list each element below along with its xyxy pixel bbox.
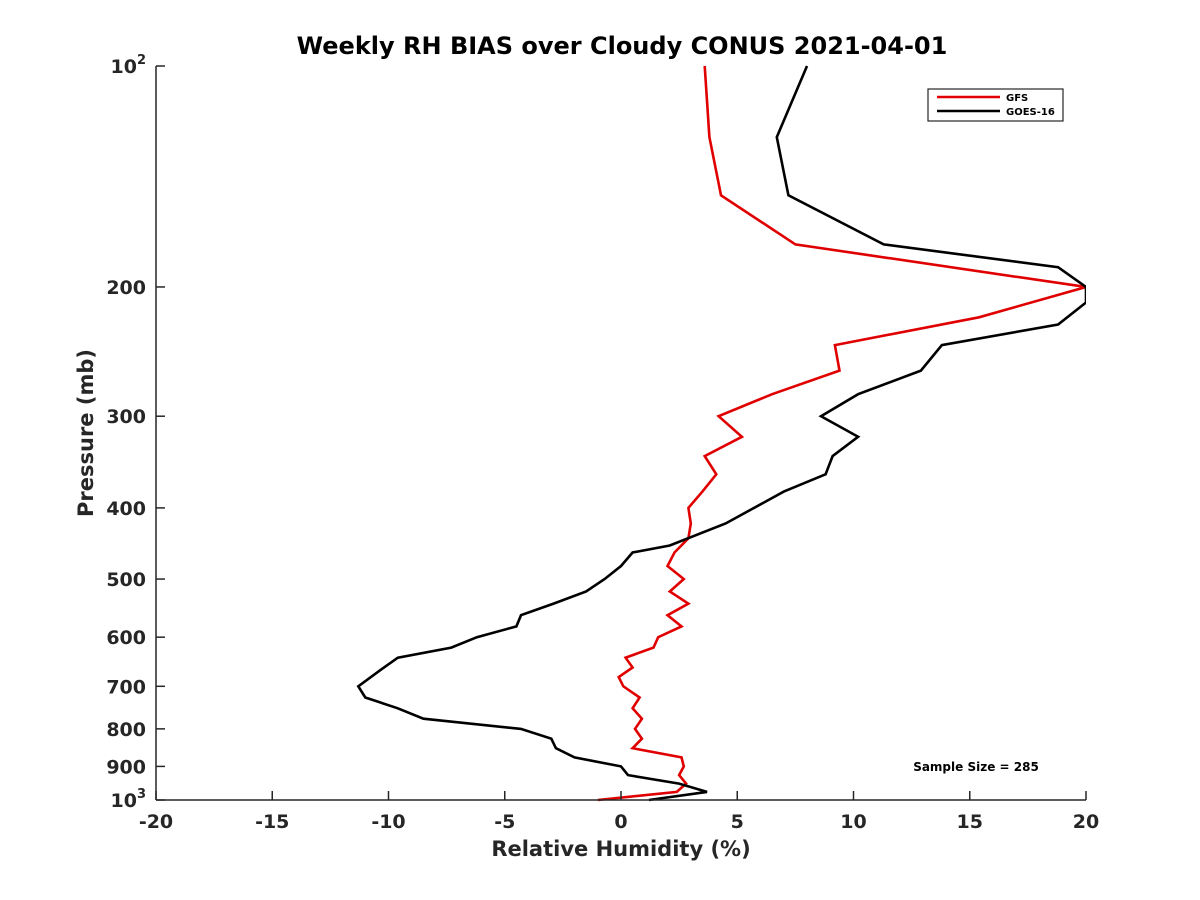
legend: GFS GOES-16 bbox=[927, 88, 1064, 122]
chart-title: Weekly RH BIAS over Cloudy CONUS 2021-04… bbox=[297, 32, 948, 60]
x-tick-label: 5 bbox=[731, 811, 744, 833]
y-tick-label: 102 bbox=[111, 53, 147, 78]
x-tick-label: -10 bbox=[371, 811, 405, 833]
x-tick-label: -20 bbox=[139, 811, 173, 833]
plot-area bbox=[156, 65, 1086, 802]
y-tick-label-base: 10 bbox=[111, 790, 137, 812]
y-tick-label: 900 bbox=[106, 756, 146, 778]
x-tick-label: -5 bbox=[494, 811, 515, 833]
y-tick-label-base: 10 bbox=[111, 56, 137, 78]
x-tick-label: 10 bbox=[840, 811, 866, 833]
y-axis-label: Pressure (mb) bbox=[74, 349, 98, 517]
y-tick-label: 500 bbox=[106, 569, 146, 591]
y-tick-label: 600 bbox=[106, 627, 146, 649]
legend-label-gfs: GFS bbox=[1006, 93, 1028, 104]
x-tick-label: 20 bbox=[1073, 811, 1099, 833]
x-axis-label: Relative Humidity (%) bbox=[491, 837, 750, 861]
x-tick-label: -15 bbox=[255, 811, 289, 833]
series-line-goes-16 bbox=[356, 65, 1086, 802]
series-layer bbox=[356, 65, 1086, 802]
legend-box bbox=[927, 88, 1064, 122]
y-tick-label: 400 bbox=[106, 498, 146, 520]
series-line-gfs bbox=[597, 65, 1086, 802]
y-tick-label: 200 bbox=[106, 277, 146, 299]
plot-background bbox=[156, 66, 1086, 800]
y-tick-label: 800 bbox=[106, 719, 146, 741]
x-tick-label: 0 bbox=[614, 811, 627, 833]
y-tick-label: 700 bbox=[106, 676, 146, 698]
x-tick-label: 15 bbox=[957, 811, 983, 833]
legend-label-goes-16: GOES-16 bbox=[1006, 107, 1055, 118]
sample-size-annotation: Sample Size = 285 bbox=[913, 760, 1039, 774]
y-tick-label: 103 bbox=[111, 787, 147, 812]
y-tick-label-exponent: 2 bbox=[137, 53, 146, 68]
ticks: -20 -15 -10 -5 0 5 10 15 20102200300400500600700… bbox=[106, 53, 1099, 833]
y-tick-label-exponent: 3 bbox=[137, 787, 146, 802]
y-tick-label: 300 bbox=[106, 406, 146, 428]
